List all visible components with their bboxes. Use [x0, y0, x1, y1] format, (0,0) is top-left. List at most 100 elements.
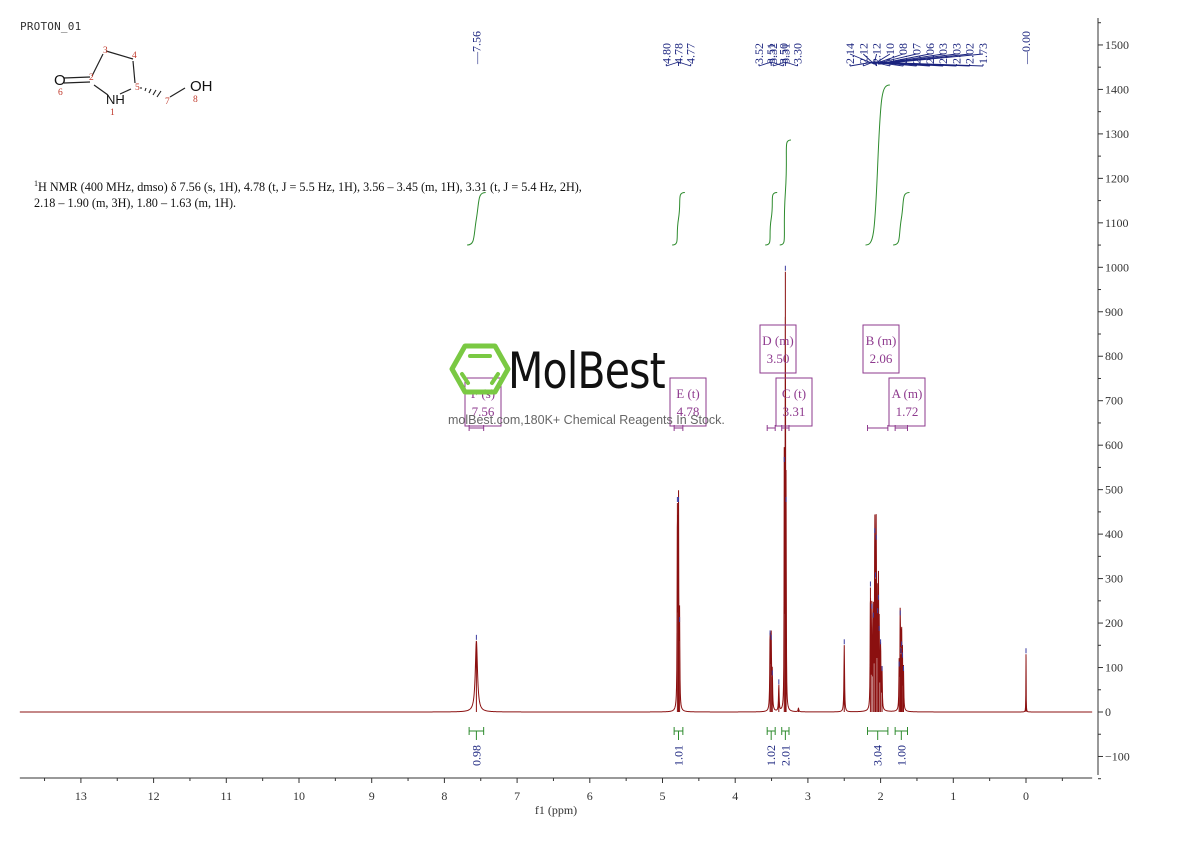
y-tick-label: 0: [1105, 705, 1111, 719]
multiplet-letter: B (m): [866, 333, 897, 348]
y-tick-label: 800: [1105, 349, 1123, 363]
x-tick-label: 0: [1023, 789, 1029, 803]
peak-label: 4.80: [659, 43, 673, 64]
atom-number-7: 7: [165, 97, 170, 107]
x-tick-label: 6: [587, 789, 593, 803]
peak-label-connector: [849, 61, 874, 67]
watermark-brand: MolBest: [508, 342, 666, 400]
integral-value: 3.04: [871, 745, 885, 766]
watermark-tagline: molBest.com,180K+ Chemical Reagents In S…: [448, 413, 725, 427]
spectrum-title: PROTON_01: [20, 20, 82, 33]
y-tick-label: 1400: [1105, 82, 1129, 96]
peak-label-connector: [678, 61, 692, 67]
peak-label: 2.10: [883, 43, 897, 64]
atom-number-3: 3: [103, 46, 108, 56]
x-tick-label: 5: [660, 789, 666, 803]
multiplet-box: [464, 377, 502, 427]
y-tick-label: 1200: [1105, 171, 1129, 185]
y-tick-label: 700: [1105, 394, 1123, 408]
integral-curve: [893, 192, 910, 246]
hashed-wedge-bond: [140, 87, 162, 98]
multiplet-box: [862, 324, 900, 374]
peak-label-connector: [873, 53, 878, 65]
multiplet-box: [669, 377, 707, 427]
integral-value: 1.00: [894, 745, 908, 766]
peak-label: 2.14: [843, 43, 857, 64]
peak-label: 3.30: [791, 43, 805, 64]
peak-label-connector: [873, 53, 904, 65]
integral-curve: [779, 139, 792, 246]
molbest-logo-icon: [449, 343, 511, 395]
peak-label-connector: [772, 61, 786, 67]
molecule-bonds: [63, 50, 186, 98]
x-tick-label: 10: [293, 789, 305, 803]
peak-label-connector: [665, 61, 679, 67]
integral-value: 2.01: [778, 745, 792, 766]
x-tick-label: 11: [221, 789, 233, 803]
peak-label-connector: [758, 61, 772, 67]
atom-number-5: 5: [135, 83, 140, 93]
x-tick-label: 8: [441, 789, 447, 803]
peak-label: 2.03: [949, 43, 963, 64]
x-tick-label: 3: [805, 789, 811, 803]
y-tick-label: −100: [1105, 749, 1130, 763]
x-tick-label: 2: [878, 789, 884, 803]
x-axis-label: f1 (ppm): [535, 803, 577, 817]
integral-value: 1.01: [671, 745, 685, 766]
peak-label: 3.52: [752, 43, 766, 64]
nmr-description: 1H NMR (400 MHz, dmso) δ 7.56 (s, 1H), 4…: [34, 176, 594, 211]
x-tick-label: 12: [148, 789, 160, 803]
integral-curve: [865, 84, 890, 246]
x-tick-label: 4: [732, 789, 738, 803]
atom-number-1: 1: [110, 108, 115, 118]
peak-label: —7.56: [469, 31, 483, 65]
multiplet-labels: F (s)7.56E (t)4.78D (m)3.50C (t)3.31B (m…: [464, 324, 926, 431]
integral-curve: [765, 192, 778, 246]
y-tick-label: 1300: [1105, 127, 1129, 141]
multiplet-shift: 3.31: [783, 404, 806, 419]
y-tick-label: 500: [1105, 483, 1123, 497]
multiplet-box: [775, 377, 813, 427]
y-tick-label: 400: [1105, 527, 1123, 541]
multiplet-shift: 4.78: [677, 404, 700, 419]
y-tick-label: 900: [1105, 305, 1123, 319]
peak-label-connector: [785, 61, 799, 67]
atom-numbers: 6 1 8 2 3 4 5 7: [58, 46, 198, 118]
y-tick-label: 300: [1105, 572, 1123, 586]
multiplet-letter: E (t): [676, 386, 699, 401]
peak-label: 4.78: [671, 43, 685, 64]
peak-label: 3.32: [766, 43, 780, 64]
multiplet-shift: 7.56: [472, 404, 495, 419]
multiplet-shift: 1.72: [896, 404, 919, 419]
peak-label: 2.03: [936, 43, 950, 64]
peak-label: 2.12: [870, 43, 884, 64]
atom-number-4: 4: [132, 51, 137, 61]
peak-label-connector: [873, 53, 891, 65]
peak-label: 3.50: [776, 43, 790, 64]
multiplet-letter: C (t): [782, 386, 806, 401]
multiplet-letter: A (m): [892, 386, 923, 401]
multiplet-shift: 2.06: [870, 351, 893, 366]
peak-label: —0.00: [1019, 31, 1033, 65]
peak-labels: —7.56 4.804.784.77 3.523.513.503.323.313.3…: [469, 31, 1033, 67]
atom-label-nh: NH: [106, 92, 125, 107]
integral-curve: [672, 192, 685, 246]
x-tick-label: 9: [369, 789, 375, 803]
multiplet-shift: 3.50: [767, 351, 790, 366]
integral-value: 0.98: [469, 745, 483, 766]
y-tick-label: 1100: [1105, 216, 1129, 230]
multiplet-box: [759, 324, 797, 374]
integral-value: 1.02: [764, 745, 778, 766]
integrals: 0.98 1.01 1.02 2.01 3.04 1.00: [467, 84, 910, 766]
peak-label-connector: [862, 53, 875, 65]
y-tick-label: 100: [1105, 661, 1123, 675]
multiplet-letter: D (m): [762, 333, 793, 348]
atom-label-oh: OH: [190, 78, 213, 95]
atom-number-6: 6: [58, 88, 63, 98]
molecule-structure: O NH OH 6 1 8 2 3 4 5 7: [54, 46, 213, 118]
integral-curve: [467, 192, 486, 246]
peak-label: 3.51: [764, 43, 778, 64]
y-tick-label: 600: [1105, 438, 1123, 452]
